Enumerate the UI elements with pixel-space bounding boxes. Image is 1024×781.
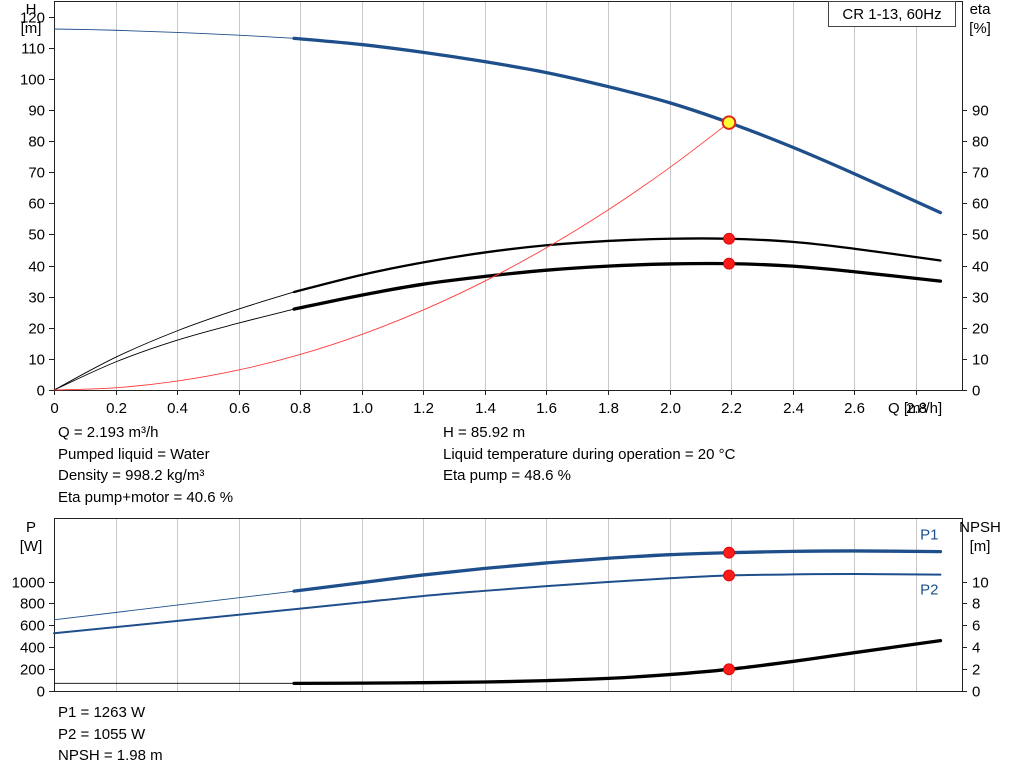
y-right-tick-label: 2 bbox=[972, 662, 980, 679]
series-NPSH-line bbox=[292, 638, 943, 685]
series-P1-label: P1 bbox=[920, 527, 938, 544]
series-eta_pump_motor-line bbox=[292, 261, 943, 311]
x-tick-label: 0.2 bbox=[106, 400, 127, 417]
x-tick-label: 2.6 bbox=[844, 400, 865, 417]
x-tick-label: 0.6 bbox=[229, 400, 250, 417]
series-eta_pump-line bbox=[292, 237, 942, 294]
y-right-axis-label: [%] bbox=[969, 20, 991, 37]
y-right-axis-label: [m] bbox=[970, 538, 991, 555]
y-right-tick-label: 90 bbox=[972, 103, 989, 120]
info-line: H = 85.92 m bbox=[443, 424, 526, 441]
y-left-tick-label: 90 bbox=[28, 103, 45, 120]
info-line: P1 = 1263 W bbox=[58, 704, 146, 721]
x-tick-label: 2.8 bbox=[906, 400, 927, 417]
y-left-tick-label: 50 bbox=[28, 227, 45, 244]
y-left-tick-label: 70 bbox=[28, 165, 45, 182]
info-block-bottom: P1 = 1263 W P2 = 1055 W NPSH = 1.98 m bbox=[58, 702, 163, 767]
operating-point-NPSH bbox=[723, 663, 735, 676]
series-P1-line bbox=[292, 549, 943, 593]
series-eta_pump-thin-line bbox=[53, 291, 295, 391]
y-right-tick-label: 80 bbox=[972, 134, 989, 151]
y-right-tick-label: 70 bbox=[972, 165, 989, 182]
y-right-tick-label: 6 bbox=[972, 618, 980, 635]
y-right-tick-label: 10 bbox=[972, 352, 989, 369]
operating-point-P1 bbox=[723, 546, 735, 559]
operating-point-P2 bbox=[723, 569, 735, 582]
x-tick-label: 1.0 bbox=[352, 400, 373, 417]
y-left-tick-label: 200 bbox=[20, 662, 45, 679]
y-right-tick-label: 8 bbox=[972, 596, 980, 613]
x-tick-label: 2.0 bbox=[660, 400, 681, 417]
x-tick-label: 1.2 bbox=[413, 400, 434, 417]
series-H-thin-line bbox=[53, 28, 295, 39]
series-P1-thin-line bbox=[53, 590, 295, 621]
series-P2-label: P2 bbox=[920, 582, 938, 599]
info-line: P2 = 1055 W bbox=[58, 725, 146, 743]
x-axis-label: Q [m³/h] bbox=[888, 400, 942, 417]
y-right-tick-label: 0 bbox=[972, 684, 980, 701]
y-right-tick-label: 40 bbox=[972, 259, 989, 276]
y-right-tick-label: 60 bbox=[972, 196, 989, 213]
x-tick-label: 0 bbox=[50, 400, 58, 417]
info-line: NPSH = 1.98 m bbox=[58, 747, 163, 764]
info-block-right: H = 85.92 m Liquid temperature during op… bbox=[443, 422, 735, 487]
chart-title: CR 1-13, 60Hz bbox=[842, 6, 941, 23]
x-tick-label: 2.4 bbox=[783, 400, 804, 417]
title-box bbox=[828, 1, 956, 27]
chart-1: 0 10 20 30 40 50 60 70 80 90 100 110 120 0 10 20 30 40 50 6… bbox=[20, 1, 991, 417]
series-P2-line bbox=[53, 573, 942, 635]
y-left-tick-label: 600 bbox=[20, 618, 45, 635]
y-right-axis-label: eta bbox=[970, 1, 992, 18]
chart-2: 0 200 400 600 800 1000 0 2 4 6 8 10 P [W] NPSH [m] P1 P2 bbox=[12, 518, 1001, 701]
y-left-axis-label: [W] bbox=[20, 538, 43, 555]
y-left-tick-label: 0 bbox=[37, 383, 45, 400]
operating-point-eta_pump_motor bbox=[723, 257, 735, 270]
info-line: Eta pump = 48.6 % bbox=[443, 467, 571, 484]
y-right-tick-label: 10 bbox=[972, 575, 989, 592]
info-line: Pumped liquid = Water bbox=[58, 445, 210, 463]
info-line: Liquid temperature during operation = 20… bbox=[443, 445, 736, 463]
y-left-tick-label: 30 bbox=[28, 290, 45, 307]
plot-frame bbox=[54, 1, 963, 391]
y-right-tick-label: 0 bbox=[972, 383, 980, 400]
y-left-tick-label: 400 bbox=[20, 640, 45, 657]
info-line: Density = 998.2 kg/m³ bbox=[58, 467, 205, 484]
series-H-line bbox=[292, 36, 943, 215]
y-left-tick-label: 80 bbox=[28, 134, 45, 151]
y-left-axis-label: P bbox=[26, 519, 36, 536]
y-left-tick-label: 800 bbox=[20, 596, 45, 613]
plot-frame bbox=[54, 518, 963, 692]
y-right-tick-label: 50 bbox=[972, 227, 989, 244]
y-left-tick-label: 40 bbox=[28, 259, 45, 276]
operating-point-eta_pump bbox=[723, 232, 735, 245]
y-left-tick-label: 10 bbox=[28, 352, 45, 369]
x-tick-label: 0.4 bbox=[167, 400, 188, 417]
info-line: Eta pump+motor = 40.6 % bbox=[58, 488, 234, 506]
y-left-tick-label: 100 bbox=[20, 72, 45, 89]
y-left-axis-label: [m] bbox=[21, 20, 42, 37]
x-tick-label: 1.6 bbox=[536, 400, 557, 417]
y-left-tick-label: 0 bbox=[37, 684, 45, 701]
series-system_curve-line bbox=[53, 122, 730, 391]
y-left-axis-label: H bbox=[26, 1, 37, 18]
x-tick-label: 2.2 bbox=[721, 400, 742, 417]
y-right-axis-label: NPSH bbox=[959, 519, 1001, 536]
y-right-tick-label: 30 bbox=[972, 290, 989, 307]
x-tick-label: 1.8 bbox=[598, 400, 619, 417]
info-block-left: Q = 2.193 m³/h Pumped liquid = Water Den… bbox=[58, 422, 233, 508]
x-tick-label: 0.8 bbox=[290, 400, 311, 417]
y-left-tick-label: 120 bbox=[20, 10, 45, 27]
y-right-tick-label: 20 bbox=[972, 321, 989, 338]
y-left-tick-label: 20 bbox=[28, 321, 45, 338]
y-left-tick-label: 110 bbox=[21, 41, 45, 58]
x-tick-label: 1.4 bbox=[475, 400, 496, 417]
y-right-tick-label: 4 bbox=[972, 640, 980, 657]
info-line: Q = 2.193 m³/h bbox=[58, 424, 159, 441]
y-left-tick-label: 60 bbox=[28, 196, 45, 213]
duty-point-H bbox=[721, 115, 737, 130]
y-left-tick-label: 1000 bbox=[12, 575, 45, 592]
series-eta_pump_motor-thin-line bbox=[53, 308, 295, 391]
